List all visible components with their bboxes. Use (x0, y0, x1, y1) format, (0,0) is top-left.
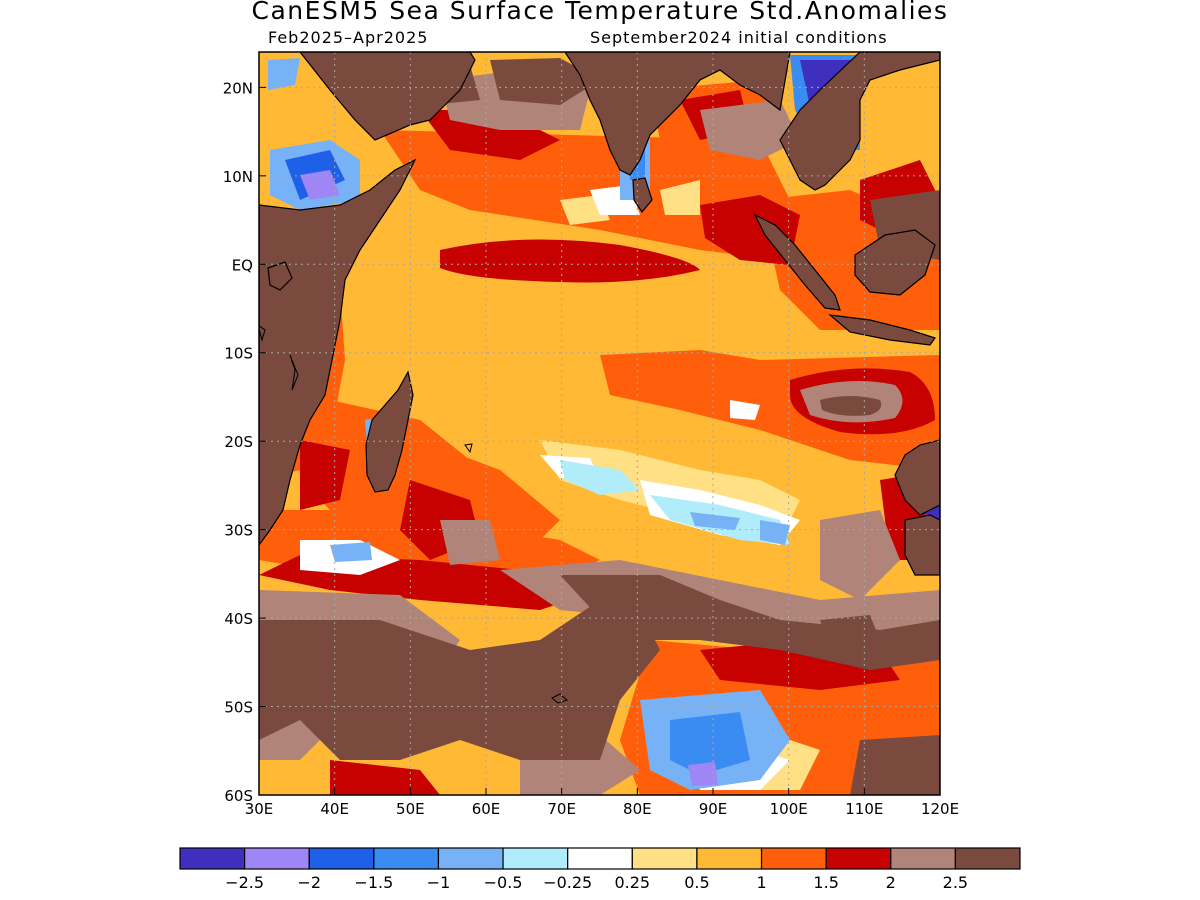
map-frame (258, 51, 941, 796)
anomaly-field (259, 52, 940, 795)
colorbar-label: 0.5 (684, 873, 709, 892)
arabian-peninsula (299, 52, 476, 141)
colorbar-swatch (696, 847, 763, 870)
lat-tick-label: 20N (223, 79, 253, 97)
colorbar-swatch (244, 847, 310, 870)
colorbar-swatch (760, 847, 827, 870)
initial-conditions: September2024 initial conditions (590, 28, 888, 47)
lon-tick-label: 50E (396, 800, 425, 818)
lon-tick-label: 80E (623, 800, 652, 818)
colorbar-swatch (179, 847, 246, 870)
lon-tick-label: 30E (245, 800, 274, 818)
lon-tick-label: 110E (845, 800, 883, 818)
lat-tick-label: 20S (224, 433, 253, 451)
colorbar-label: 1.5 (813, 873, 838, 892)
anomaly-band-above-2.5 (259, 58, 940, 795)
colorbar-swatch (502, 847, 569, 870)
lon-tick-label: 120E (921, 800, 959, 818)
colorbar-label: −2 (297, 873, 321, 892)
forecast-period: Feb2025–Apr2025 (268, 28, 429, 47)
indian-subcontinent (564, 52, 791, 176)
chart-title: CanESM5 Sea Surface Temperature Std.Anom… (251, 0, 949, 25)
lon-tick-label: 100E (770, 800, 808, 818)
axis-ticks: 30E 40E 50E 60E 70E 80E 90E 100E 110E 120E 20N 10N E… (223, 79, 959, 818)
lon-tick-label: 40E (320, 800, 349, 818)
australia-southwest (904, 514, 940, 576)
madagascar (365, 370, 414, 493)
colorbar-label: −1.5 (354, 873, 393, 892)
colorbar: −2.5 −2 −1.5 −1 −0.5 −0.25 0.25 0.5 1 1.5 2 2.5 (179, 847, 1021, 892)
colorbar-swatch (825, 847, 892, 870)
colorbar-label: −0.25 (543, 873, 592, 892)
colorbar-label: −2.5 (225, 873, 264, 892)
colorbar-label: 2 (886, 873, 896, 892)
lon-tick-label: 60E (472, 800, 501, 818)
lat-tick-label: EQ (232, 256, 253, 274)
lon-tick-label: 70E (547, 800, 576, 818)
lat-tick-label: 60S (224, 787, 253, 805)
colorbar-swatch (631, 847, 698, 870)
borneo (854, 229, 936, 296)
java (828, 314, 936, 346)
small-islands (259, 325, 568, 704)
colorbar-swatch (890, 847, 956, 870)
southeast-asia-landmass (779, 52, 940, 191)
colorbar-swatch (954, 847, 1021, 870)
colorbar-label: −0.5 (484, 873, 523, 892)
colorbar-swatch (437, 847, 504, 870)
lat-tick-label: 10S (224, 345, 253, 363)
australia (894, 439, 940, 516)
colorbar-label: −1 (427, 873, 451, 892)
lon-tick-label: 90E (699, 800, 728, 818)
africa-landmass (259, 158, 417, 547)
colorbar-swatch (308, 847, 375, 870)
lat-tick-label: 40S (224, 610, 253, 628)
horn-island (267, 261, 293, 291)
lat-tick-label: 10N (223, 168, 253, 186)
lat-tick-label: 30S (224, 522, 253, 540)
colorbar-swatch (567, 847, 633, 870)
colorbar-label: 0.25 (614, 873, 650, 892)
lat-tick-label: 50S (224, 699, 253, 717)
map-gridlines (259, 52, 940, 795)
colorbar-swatch (373, 847, 440, 870)
colorbar-label: 2.5 (943, 873, 968, 892)
colorbar-label: 1 (756, 873, 766, 892)
